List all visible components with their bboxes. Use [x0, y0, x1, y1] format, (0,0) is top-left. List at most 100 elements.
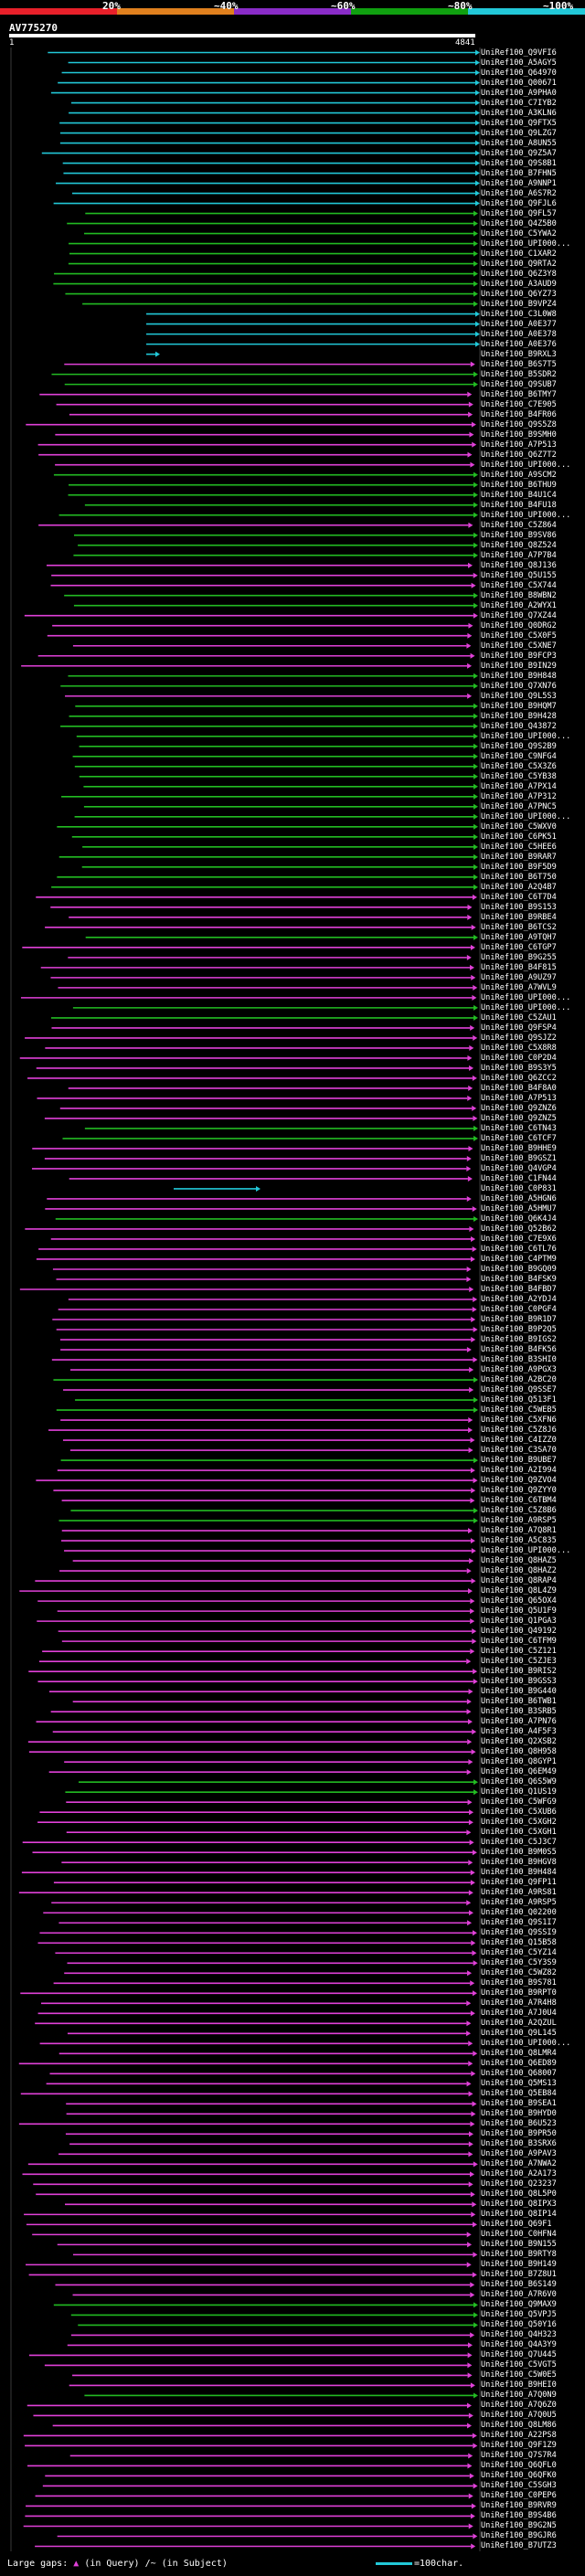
- hit-label[interactable]: UniRef100_UPI000...: [481, 2039, 571, 2049]
- hit-label[interactable]: UniRef100_Q9FTX5: [481, 118, 557, 128]
- hit-label[interactable]: UniRef100_C5ZAU1: [481, 1012, 557, 1023]
- hit-label[interactable]: UniRef100_Q6QFK0: [481, 2471, 557, 2481]
- hit-label[interactable]: UniRef100_B7UTZ3: [481, 2541, 557, 2551]
- hit-label[interactable]: UniRef100_Q7XZ44: [481, 610, 557, 620]
- hit-label[interactable]: UniRef100_C5Z8J6: [481, 1426, 557, 1436]
- hit-label[interactable]: UniRef100_A2WYX1: [481, 600, 557, 610]
- hit-label[interactable]: UniRef100_B4F815: [481, 962, 557, 972]
- hit-label[interactable]: UniRef100_C1FN44: [481, 1173, 557, 1183]
- hit-label[interactable]: UniRef100_C6TBM4: [481, 1496, 557, 1506]
- hit-label[interactable]: UniRef100_Q23237: [481, 2179, 557, 2189]
- hit-label[interactable]: UniRef100_UPI000...: [481, 1002, 571, 1012]
- hit-label[interactable]: UniRef100_A9TQH7: [481, 932, 557, 942]
- hit-label[interactable]: UniRef100_B9HYD0: [481, 2109, 557, 2119]
- hit-label[interactable]: UniRef100_UPI000...: [481, 811, 571, 822]
- hit-label[interactable]: UniRef100_B9G440: [481, 1687, 557, 1697]
- hit-label[interactable]: UniRef100_Q1US19: [481, 1787, 557, 1797]
- hit-label[interactable]: UniRef100_A5HMU7: [481, 1203, 557, 1214]
- hit-label[interactable]: UniRef100_A2QZUL: [481, 2019, 557, 2029]
- hit-label[interactable]: UniRef100_Q6QFL0: [481, 2461, 557, 2471]
- hit-label[interactable]: UniRef100_Q5MS13: [481, 2079, 557, 2089]
- hit-label[interactable]: UniRef100_Q8IPX3: [481, 2200, 557, 2210]
- hit-label[interactable]: UniRef100_B9P2Q5: [481, 1325, 557, 1334]
- hit-label[interactable]: UniRef100_Q9ZYY0: [481, 1486, 557, 1496]
- hit-label[interactable]: UniRef100_Q9ZNZ5: [481, 1113, 557, 1123]
- hit-label[interactable]: UniRef100_Q6ED89: [481, 2059, 557, 2069]
- hit-label[interactable]: UniRef100_Q68007: [481, 2069, 557, 2079]
- hit-label[interactable]: UniRef100_B4FK56: [481, 1345, 557, 1355]
- hit-label[interactable]: UniRef100_C5Y3S9: [481, 1958, 557, 1968]
- hit-label[interactable]: UniRef100_Q4VGP4: [481, 1163, 557, 1173]
- hit-label[interactable]: UniRef100_C0PGF4: [481, 1305, 557, 1314]
- hit-label[interactable]: UniRef100_B4F8A0: [481, 1083, 557, 1093]
- hit-label[interactable]: UniRef100_B9RIS2: [481, 1667, 557, 1677]
- hit-label[interactable]: UniRef100_A7P7B4: [481, 550, 557, 560]
- hit-label[interactable]: UniRef100_A7P312: [481, 791, 557, 801]
- hit-label[interactable]: UniRef100_B9H428: [481, 711, 557, 721]
- hit-label[interactable]: UniRef100_C6PK51: [481, 832, 557, 842]
- hit-label[interactable]: UniRef100_B9VPZ4: [481, 299, 557, 309]
- hit-label[interactable]: UniRef100_A7J0U4: [481, 2009, 557, 2019]
- hit-label[interactable]: UniRef100_Q8J136: [481, 560, 557, 570]
- hit-label[interactable]: UniRef100_Q6Z7T2: [481, 450, 557, 460]
- hit-label[interactable]: UniRef100_B9N155: [481, 2240, 557, 2250]
- hit-label[interactable]: UniRef100_C3SA70: [481, 1446, 557, 1456]
- hit-label[interactable]: UniRef100_Q9FP11: [481, 1878, 557, 1888]
- hit-label[interactable]: UniRef100_A2YDJ4: [481, 1295, 557, 1304]
- hit-label[interactable]: UniRef100_C6TN43: [481, 1123, 557, 1133]
- hit-label[interactable]: UniRef100_Q15B58: [481, 1938, 557, 1948]
- hit-label[interactable]: UniRef100_C7IYB2: [481, 98, 557, 108]
- hit-label[interactable]: UniRef100_B4FU18: [481, 500, 557, 510]
- hit-label[interactable]: UniRef100_A7R4H8: [481, 1998, 557, 2009]
- hit-label[interactable]: UniRef100_Q6K4J4: [481, 1214, 557, 1224]
- hit-label[interactable]: UniRef100_B4FSK9: [481, 1274, 557, 1284]
- hit-label[interactable]: UniRef100_Q02200: [481, 1908, 557, 1918]
- hit-label[interactable]: UniRef100_A7PX14: [481, 781, 557, 791]
- hit-label[interactable]: UniRef100_Q9SSI9: [481, 1928, 557, 1938]
- hit-label[interactable]: UniRef100_B9PR50: [481, 2129, 557, 2139]
- hit-label[interactable]: UniRef100_C5W0E5: [481, 2370, 557, 2380]
- hit-label[interactable]: UniRef100_Q9S1I7: [481, 1918, 557, 1928]
- hit-label[interactable]: UniRef100_Q4Z5B0: [481, 218, 557, 228]
- hit-label[interactable]: UniRef100_C6TGP7: [481, 942, 557, 952]
- hit-label[interactable]: UniRef100_C4PTM9: [481, 1254, 557, 1264]
- hit-label[interactable]: UniRef100_C5XGH2: [481, 1818, 557, 1828]
- hit-label[interactable]: UniRef100_A4F5F3: [481, 1727, 557, 1737]
- hit-label[interactable]: UniRef100_Q9S8B1: [481, 158, 557, 168]
- hit-label[interactable]: UniRef100_A5C835: [481, 1536, 557, 1546]
- hit-label[interactable]: UniRef100_C5J3C7: [481, 1838, 557, 1848]
- hit-label[interactable]: UniRef100_A0E376: [481, 339, 557, 349]
- hit-label[interactable]: UniRef100_B9RXL3: [481, 349, 557, 359]
- hit-label[interactable]: UniRef100_A9PHA0: [481, 88, 557, 98]
- hit-label[interactable]: UniRef100_B9SMH0: [481, 429, 557, 440]
- hit-label[interactable]: UniRef100_C6TFM9: [481, 1637, 557, 1647]
- hit-label[interactable]: UniRef100_A7Q6Z0: [481, 2401, 557, 2411]
- hit-label[interactable]: UniRef100_A7PNC5: [481, 801, 557, 811]
- hit-label[interactable]: UniRef100_C5WEB5: [481, 1405, 557, 1415]
- hit-label[interactable]: UniRef100_B6TMY7: [481, 389, 557, 399]
- hit-label[interactable]: UniRef100_C0PEP6: [481, 2491, 557, 2501]
- hit-label[interactable]: UniRef100_Q43872: [481, 721, 557, 731]
- hit-label[interactable]: UniRef100_B9H848: [481, 671, 557, 681]
- hit-label[interactable]: UniRef100_Q49192: [481, 1627, 557, 1637]
- hit-label[interactable]: UniRef100_Q69F1: [481, 2220, 552, 2230]
- hit-label[interactable]: UniRef100_UPI000...: [481, 1546, 571, 1556]
- hit-label[interactable]: UniRef100_UPI000...: [481, 992, 571, 1002]
- hit-label[interactable]: UniRef100_B3SHI0: [481, 1355, 557, 1365]
- hit-label[interactable]: UniRef100_A2I994: [481, 1466, 557, 1476]
- hit-label[interactable]: UniRef100_C5X0F5: [481, 631, 557, 641]
- hit-label[interactable]: UniRef100_C6TCF7: [481, 1133, 557, 1143]
- hit-label[interactable]: UniRef100_A8UN55: [481, 138, 557, 148]
- hit-label[interactable]: UniRef100_B6TCS2: [481, 922, 557, 932]
- hit-label[interactable]: UniRef100_B6S149: [481, 2280, 557, 2290]
- hit-label[interactable]: UniRef100_Q8LM86: [481, 2421, 557, 2431]
- hit-label[interactable]: UniRef100_Q8L4Z9: [481, 1586, 557, 1596]
- hit-label[interactable]: UniRef100_B9SEA1: [481, 2099, 557, 2109]
- hit-label[interactable]: UniRef100_Q7U445: [481, 2350, 557, 2360]
- hit-label[interactable]: UniRef100_Q8HAZ2: [481, 1566, 557, 1576]
- hit-label[interactable]: UniRef100_A7Q8R1: [481, 1526, 557, 1536]
- hit-label[interactable]: UniRef100_B9S3Y5: [481, 1063, 557, 1073]
- hit-label[interactable]: UniRef100_Q9Z5A7: [481, 148, 557, 158]
- hit-label[interactable]: UniRef100_Q8RAP4: [481, 1576, 557, 1586]
- hit-label[interactable]: UniRef100_Q5EB84: [481, 2089, 557, 2099]
